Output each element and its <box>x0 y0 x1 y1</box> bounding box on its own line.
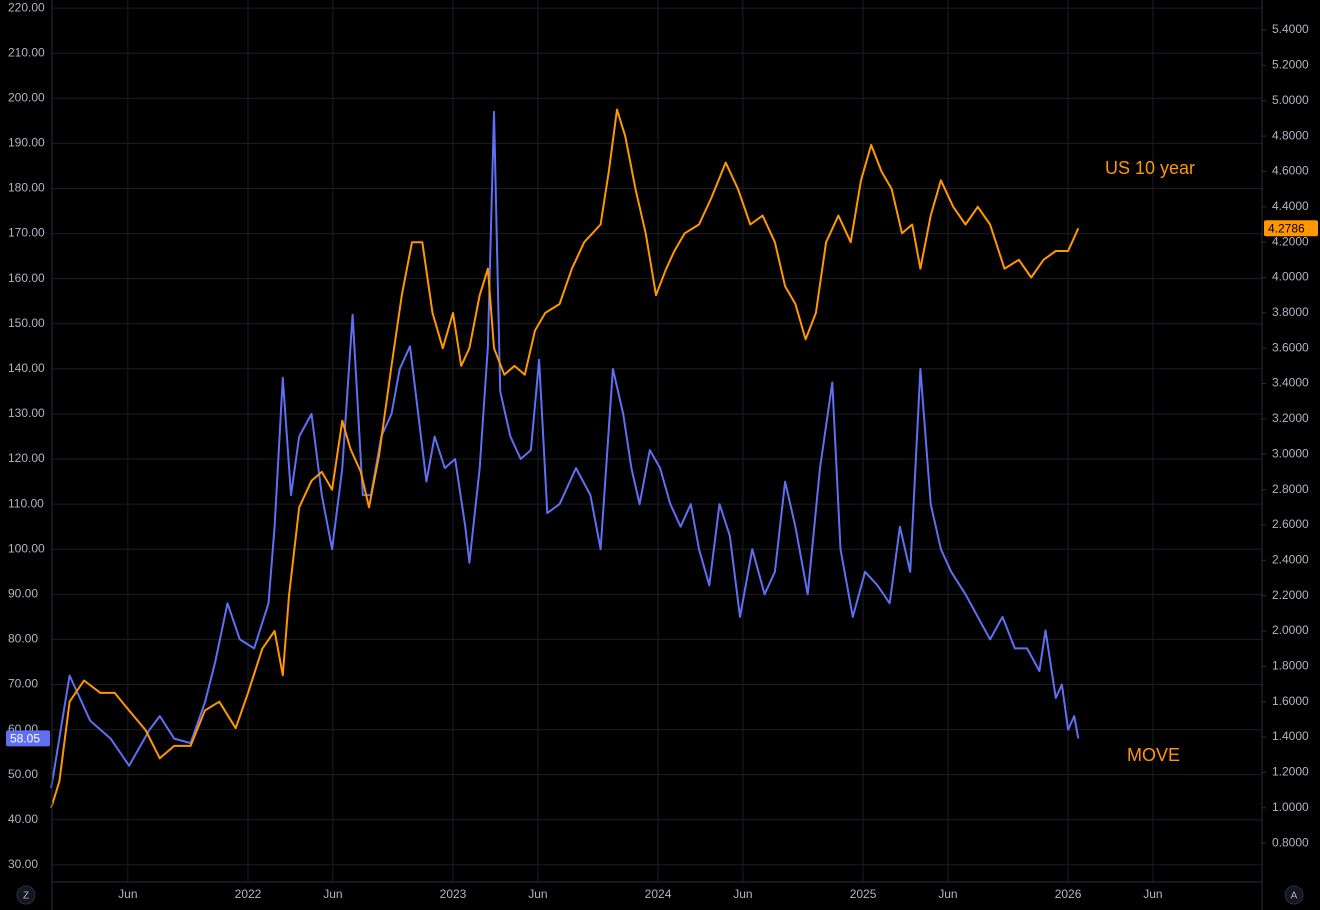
last-value-label: 4.2786 <box>1268 221 1305 235</box>
y2-tick-label: 5.4000 <box>1272 22 1309 36</box>
x-tick-label: Jun <box>1143 887 1162 901</box>
y2-tick-label: 2.2000 <box>1272 588 1309 602</box>
x-tick-label: 2025 <box>850 887 877 901</box>
y-tick-label: 170.00 <box>8 226 45 240</box>
x-tick-label: Jun <box>938 887 957 901</box>
y2-tick-label: 4.0000 <box>1272 270 1309 284</box>
auto-button[interactable] <box>1284 885 1304 905</box>
y-tick-label: 130.00 <box>8 406 45 420</box>
y2-tick-label: 3.2000 <box>1272 411 1309 425</box>
zoom-button[interactable] <box>16 885 36 905</box>
y2-tick-label: 2.8000 <box>1272 482 1309 496</box>
x-tick-label: 2026 <box>1055 887 1082 901</box>
series-label: US 10 year <box>1105 158 1195 178</box>
y2-tick-label: 5.0000 <box>1272 93 1309 107</box>
y-tick-label: 190.00 <box>8 136 45 150</box>
series-line <box>50 108 1080 809</box>
x-tick-label: Jun <box>528 887 547 901</box>
y-tick-label: 150.00 <box>8 316 45 330</box>
series-label: MOVE <box>1127 745 1180 765</box>
y2-tick-label: 2.6000 <box>1272 517 1309 531</box>
y-tick-label: 100.00 <box>8 541 45 555</box>
x-tick-label: 2022 <box>235 887 262 901</box>
y2-tick-label: 4.6000 <box>1272 164 1309 178</box>
y-tick-label: 40.00 <box>8 812 38 826</box>
y-tick-label: 200.00 <box>8 90 45 104</box>
last-value-badge <box>6 730 50 747</box>
x-tick-label: Jun <box>118 887 137 901</box>
y2-tick-label: 3.8000 <box>1272 305 1309 319</box>
x-tick-label: Jun <box>733 887 752 901</box>
last-value-badge <box>1264 220 1318 237</box>
zoom-button-label[interactable]: Z <box>23 891 29 902</box>
y-tick-label: 110.00 <box>8 496 44 510</box>
grid <box>52 0 1262 882</box>
y-tick-label: 120.00 <box>8 451 45 465</box>
x-tick-label: 2023 <box>440 887 467 901</box>
y2-tick-label: 4.2000 <box>1272 234 1309 248</box>
y-tick-label: 50.00 <box>8 767 38 781</box>
y-tick-label: 70.00 <box>8 677 38 691</box>
y2-tick-label: 2.4000 <box>1272 552 1309 566</box>
x-tick-label: Jun <box>323 887 342 901</box>
y-tick-label: 90.00 <box>8 586 38 600</box>
y-tick-label: 140.00 <box>8 361 45 375</box>
y-tick-label: 210.00 <box>8 45 45 59</box>
y2-tick-label: 1.8000 <box>1272 659 1309 673</box>
y-tick-label: 220.00 <box>8 0 45 14</box>
y2-tick-label: 1.6000 <box>1272 694 1309 708</box>
y-tick-label: 80.00 <box>8 632 38 646</box>
last-value-label: 58.05 <box>10 732 40 746</box>
y-tick-label: 30.00 <box>8 857 38 871</box>
plot: MOVE US 10 year <box>50 108 1195 809</box>
y2-tick-label: 4.4000 <box>1272 199 1309 213</box>
y2-tick-label: 0.8000 <box>1272 835 1309 849</box>
y2-tick-label: 3.0000 <box>1272 446 1309 460</box>
y-tick-label: 160.00 <box>8 271 45 285</box>
y2-tick-label: 1.2000 <box>1272 765 1309 779</box>
series-line <box>50 110 1080 789</box>
x-tick-label: 2024 <box>645 887 672 901</box>
y2-tick-label: 4.8000 <box>1272 128 1309 142</box>
auto-button-label[interactable]: A <box>1291 891 1298 902</box>
y2-tick-label: 3.4000 <box>1272 376 1309 390</box>
y2-tick-label: 1.0000 <box>1272 800 1309 814</box>
y2-tick-label: 5.2000 <box>1272 58 1309 72</box>
y2-tick-label: 3.6000 <box>1272 340 1309 354</box>
axes: 30.0040.0050.0060.0070.0080.0090.00100.0… <box>6 0 1318 910</box>
y2-tick-label: 2.0000 <box>1272 623 1309 637</box>
y2-tick-label: 1.4000 <box>1272 729 1309 743</box>
y-tick-label: 180.00 <box>8 181 45 195</box>
